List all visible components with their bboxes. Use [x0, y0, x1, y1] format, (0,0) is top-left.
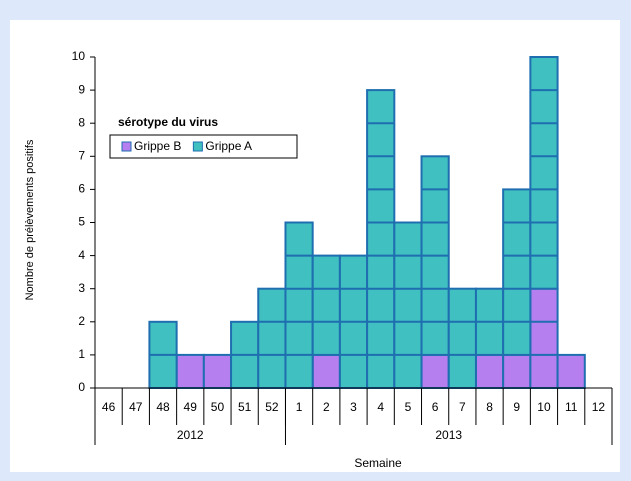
legend-label: Grippe A [205, 139, 252, 153]
bar-segment [529, 287, 559, 390]
x-tick-label: 3 [350, 400, 357, 414]
y-tick-label: 1 [78, 347, 85, 361]
bar-segment [502, 353, 532, 389]
x-tick-label: 7 [459, 400, 466, 414]
x-axis-label: Semaine [354, 456, 402, 470]
bar-segment [529, 56, 559, 290]
x-tick-label: 12 [592, 400, 606, 414]
x-tick-label: 48 [156, 400, 170, 414]
x-tick-label: 10 [537, 400, 551, 414]
bar-segment [175, 353, 205, 389]
bar-segment [257, 287, 287, 390]
legend-label: Grippe B [134, 139, 181, 153]
legend-box [109, 134, 298, 159]
legend-swatch [192, 141, 203, 152]
y-tick-label: 8 [78, 115, 85, 129]
bar-segment [311, 254, 341, 356]
x-tick-label: 1 [296, 400, 303, 414]
x-tick-label: 46 [102, 400, 116, 414]
bar-segment [284, 221, 314, 389]
x-tick-label: 51 [238, 400, 252, 414]
bar-segment [556, 353, 586, 389]
y-tick-label: 10 [72, 49, 86, 63]
year-label: 2012 [177, 428, 204, 442]
y-tick-label: 9 [78, 82, 85, 96]
x-tick-label: 8 [486, 400, 493, 414]
y-tick-label: 5 [78, 215, 85, 229]
x-tick-label: 50 [211, 400, 225, 414]
year-label: 2013 [435, 428, 462, 442]
bar-segment [311, 353, 341, 389]
y-tick-label: 0 [78, 380, 85, 394]
y-tick-label: 6 [78, 182, 85, 196]
x-tick-label: 4 [377, 400, 384, 414]
y-tick-label: 3 [78, 281, 85, 295]
x-tick-label: 6 [432, 400, 439, 414]
legend-swatch [121, 141, 132, 152]
x-tick-label: 2 [323, 400, 330, 414]
x-tick-label: 47 [129, 400, 143, 414]
x-tick-label: 52 [265, 400, 279, 414]
y-tick-label: 2 [78, 314, 85, 328]
x-tick-label: 11 [565, 400, 578, 414]
y-tick-label: 4 [78, 248, 85, 262]
y-axis-label: Nombre de prélèvements positifs [24, 139, 36, 300]
y-tick-label: 7 [78, 148, 85, 162]
bar-segment [474, 353, 505, 389]
bar-segment [502, 188, 532, 356]
x-tick-label: 49 [184, 400, 198, 414]
x-tick-label: 9 [513, 400, 520, 414]
bar-segment [202, 353, 233, 389]
legend-title: sérotype du virus [118, 115, 218, 129]
bar-segment [366, 89, 396, 389]
bar-segment [447, 287, 477, 390]
x-tick-label: 5 [405, 400, 412, 414]
bar-segment [393, 221, 423, 389]
bar-segment [420, 353, 450, 389]
